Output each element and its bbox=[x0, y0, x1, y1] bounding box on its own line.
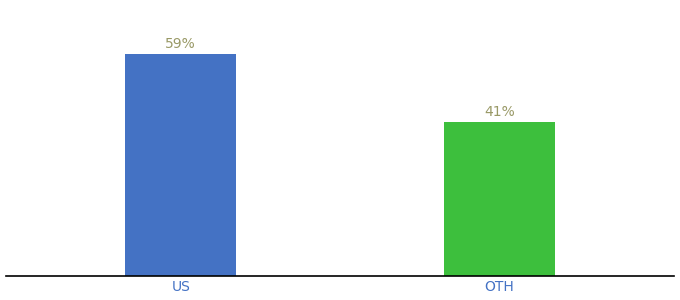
Bar bbox=[125, 54, 237, 276]
Bar bbox=[443, 122, 555, 276]
Text: 59%: 59% bbox=[165, 37, 196, 51]
Text: 41%: 41% bbox=[484, 105, 515, 119]
